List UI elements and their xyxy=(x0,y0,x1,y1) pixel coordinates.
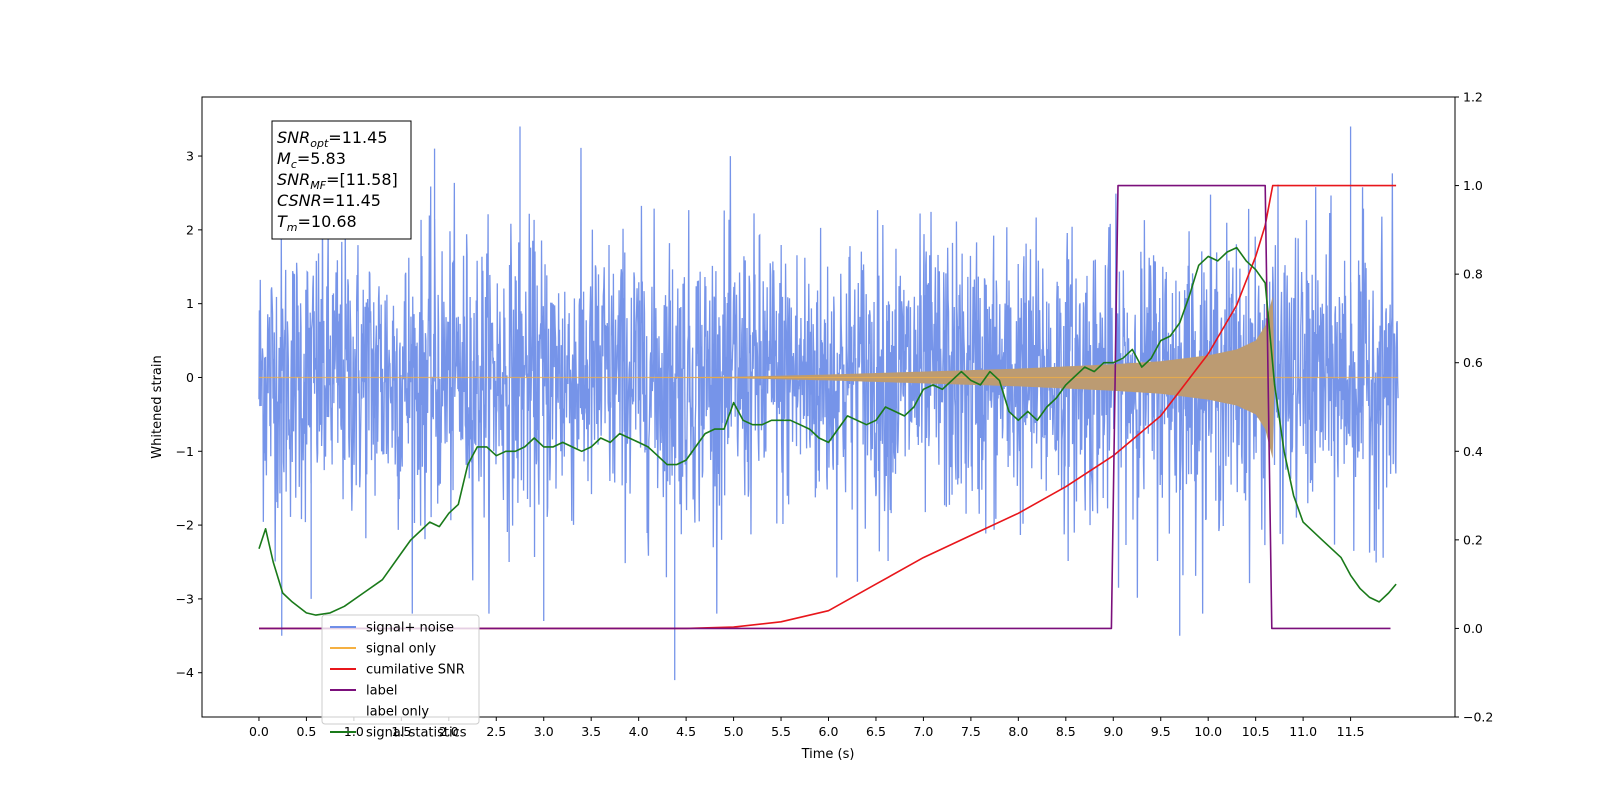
info-box-line: Tm=10.68 xyxy=(277,212,357,234)
x-tick-label: 10.0 xyxy=(1194,724,1222,739)
series-signal-noise xyxy=(258,126,1399,681)
series-label xyxy=(259,184,1391,630)
x-tick-label: 2.0 xyxy=(439,724,459,739)
y-tick-label: 1 xyxy=(186,296,194,311)
x-tick-label: 5.5 xyxy=(771,724,791,739)
info-box-value: =11.45 xyxy=(322,191,381,210)
x-tick-label: 7.5 xyxy=(961,724,981,739)
legend-item-signal-statistics: signal statistics xyxy=(330,726,467,741)
x-tick-label: 7.0 xyxy=(913,724,933,739)
x-tick-label: 8.5 xyxy=(1056,724,1076,739)
info-box-value: =10.68 xyxy=(298,212,357,231)
x-tick-label: 4.5 xyxy=(676,724,696,739)
info-box-line: SNRMF=[11.58] xyxy=(277,170,398,192)
info-box-value: =5.83 xyxy=(297,149,346,168)
info-box-symbol: SNR xyxy=(277,170,310,189)
y2-tick-label: 0.6 xyxy=(1463,355,1483,370)
info-box-subscript: m xyxy=(287,221,298,234)
y2-tick-label: 0.2 xyxy=(1463,532,1483,547)
y-tick-label: −2 xyxy=(176,518,194,533)
x-tick-label: 11.0 xyxy=(1289,724,1317,739)
legend-item-signal-noise: signal+ noise xyxy=(330,621,454,636)
info-box-line: Mc=5.83 xyxy=(277,149,346,171)
x-tick-label: 3.0 xyxy=(534,724,554,739)
legend-item-label: label xyxy=(330,684,397,699)
x-tick-label: 9.0 xyxy=(1103,724,1123,739)
y-tick-label: 2 xyxy=(186,222,194,237)
series-cumilative-snr xyxy=(259,184,1397,630)
y-axis-title: Whitened strain xyxy=(150,355,165,458)
x-tick-label: 6.0 xyxy=(819,724,839,739)
info-box-value: =11.45 xyxy=(328,128,387,147)
info-box-line: SNRopt=11.45 xyxy=(277,128,388,150)
x-tick-label: 0.0 xyxy=(249,724,269,739)
legend-label: label only xyxy=(366,705,429,720)
y2-tick-label: −0.2 xyxy=(1463,710,1493,725)
legend-label: label xyxy=(366,684,397,699)
legend-label: signal statistics xyxy=(366,726,467,741)
y2-axis-ticks: −0.2 0.0 0.2 0.4 0.6 0.8 1.0 1.2 xyxy=(1455,90,1493,725)
x-tick-label: 5.0 xyxy=(724,724,744,739)
legend-label: cumilative SNR xyxy=(366,663,465,678)
info-box-symbol: CSNR xyxy=(277,191,322,210)
x-tick-label: 3.5 xyxy=(581,724,601,739)
series-layer xyxy=(258,126,1399,681)
y-tick-label: 3 xyxy=(186,149,194,164)
x-tick-label: 11.5 xyxy=(1337,724,1365,739)
info-box-subscript: c xyxy=(291,158,297,171)
legend: signal+ noise signal only cumilative SNR la… xyxy=(321,614,480,741)
info-box-value: =[11.58] xyxy=(326,170,398,189)
x-tick-label: 8.0 xyxy=(1008,724,1028,739)
legend-label: signal only xyxy=(366,642,436,657)
x-axis-ticks: 0.0 0.5 1.0 1.5 2.0 2.5 3.0 3.5 4.0 4.5 5.0 5.5 6.0 6… xyxy=(249,717,1365,739)
x-tick-label: 9.5 xyxy=(1151,724,1171,739)
y2-tick-label: 0.4 xyxy=(1463,444,1483,459)
y-tick-label: −1 xyxy=(176,444,194,459)
x-tick-label: 6.5 xyxy=(866,724,886,739)
info-box-symbol: M xyxy=(277,149,291,168)
info-box: SNRopt=11.45Mc=5.83SNRMF=[11.58]CSNR=11.… xyxy=(271,120,412,240)
legend-label: signal+ noise xyxy=(366,621,454,636)
y-tick-label: −3 xyxy=(176,591,194,606)
y2-tick-label: 0.8 xyxy=(1463,267,1483,282)
info-box-symbol: SNR xyxy=(277,128,310,147)
y2-tick-label: 1.0 xyxy=(1463,178,1483,193)
info-box-frame xyxy=(271,120,412,240)
y2-tick-label: 0.0 xyxy=(1463,621,1483,636)
x-axis-title: Time (s) xyxy=(801,747,855,762)
series-signal-statistics xyxy=(258,246,1397,616)
legend-item-cumilative-snr: cumilative SNR xyxy=(330,663,465,678)
y-tick-label: 0 xyxy=(186,370,194,385)
legend-frame xyxy=(321,614,480,725)
info-box-subscript: MF xyxy=(310,179,326,192)
y-axis-ticks: −4 −3 −2 −1 0 1 2 3 xyxy=(176,149,202,680)
x-tick-label: 10.5 xyxy=(1242,724,1270,739)
legend-item-signal-only: signal only xyxy=(330,642,436,657)
y-tick-label: −4 xyxy=(176,665,194,680)
x-tick-label: 0.5 xyxy=(296,724,316,739)
x-tick-label: 2.5 xyxy=(486,724,506,739)
x-tick-label: 4.0 xyxy=(629,724,649,739)
x-tick-label: 1.5 xyxy=(391,724,411,739)
legend-item-label-only: label only xyxy=(366,705,429,720)
info-box-symbol: T xyxy=(277,212,288,231)
info-box-line: CSNR=11.45 xyxy=(277,191,381,210)
y2-tick-label: 1.2 xyxy=(1463,90,1483,105)
info-box-subscript: opt xyxy=(310,137,329,150)
